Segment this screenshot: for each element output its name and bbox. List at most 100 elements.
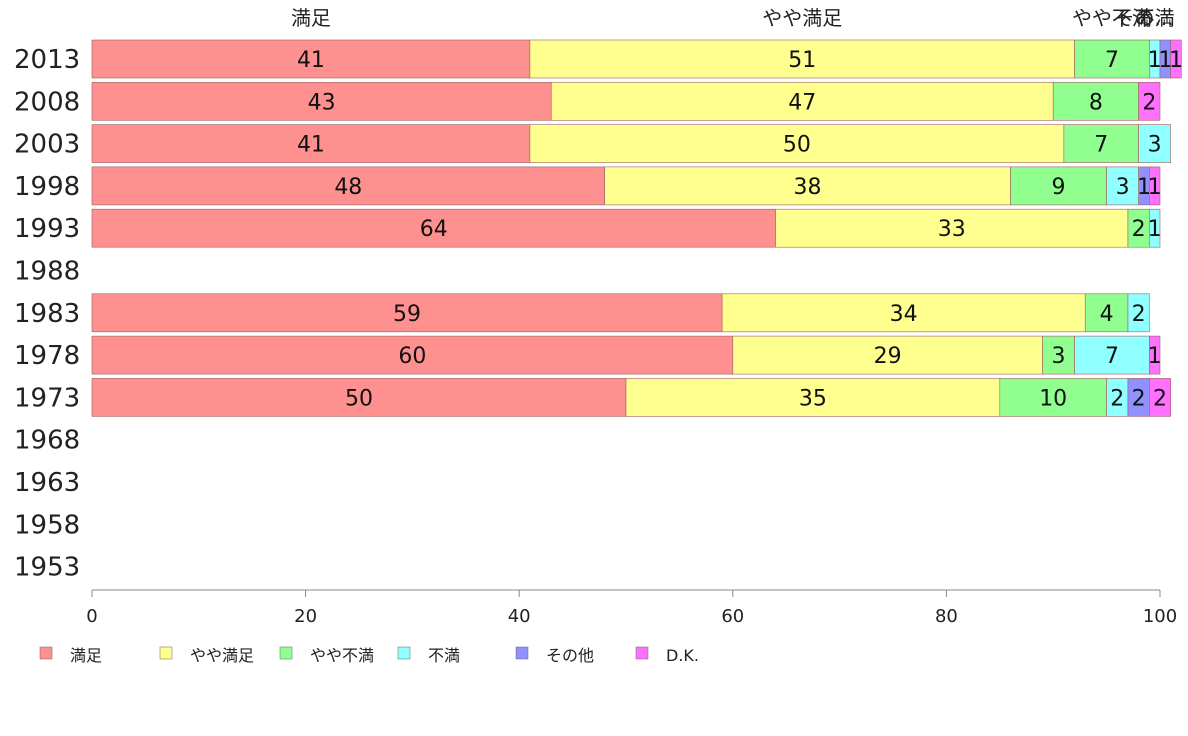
year-label-1998: 1998	[14, 172, 80, 202]
bar-value-label-1998-series-5: 1	[1148, 175, 1162, 200]
bar-value-label-1993-series-0: 64	[420, 217, 448, 242]
header-label-4: その...	[1114, 6, 1173, 30]
bar-value-label-1973-series-0: 50	[345, 386, 373, 411]
bar-2013-series-2	[1074, 39, 1150, 79]
legend-label-3: 不満	[428, 646, 460, 665]
bar-1998-series-1	[604, 166, 1011, 206]
bar-1998-series-3	[1106, 166, 1139, 206]
bar-2003-series-0	[91, 124, 531, 163]
bar-1983-series-2	[1084, 293, 1129, 333]
bar-value-label-1998-series-3: 3	[1116, 175, 1130, 200]
bar-1993-series-0	[91, 208, 776, 248]
legend-label-4: その他	[546, 646, 594, 665]
bar-value-label-2013-series-5: 1	[1169, 48, 1183, 73]
bar-value-label-1983-series-3: 2	[1132, 302, 1146, 327]
header-label-2: やや不満	[1072, 6, 1152, 30]
bar-value-label-1983-series-1: 34	[890, 302, 918, 327]
header-label-1: やや満足	[762, 6, 842, 30]
bar-value-label-1993-series-2: 2	[1132, 217, 1146, 242]
bar-value-label-2008-series-0: 43	[308, 90, 336, 115]
bar-value-label-1993-series-1: 33	[938, 217, 966, 242]
bar-1973-series-5	[1149, 378, 1171, 417]
bar-1973-series-2	[999, 378, 1107, 417]
bar-value-label-1978-series-1: 29	[874, 344, 902, 369]
bar-value-label-1973-series-2: 10	[1039, 386, 1067, 411]
bar-2003-series-3	[1138, 124, 1171, 163]
year-label-1978: 1978	[14, 341, 80, 371]
bar-value-label-2008-series-2: 8	[1089, 90, 1103, 115]
bar-2013-series-5	[1170, 39, 1182, 79]
bar-value-label-2003-series-2: 7	[1094, 133, 1108, 158]
year-label-1988: 1988	[14, 257, 80, 287]
header-label-0: 満足	[291, 6, 331, 30]
bar-1978-series-2	[1042, 335, 1075, 375]
year-label-1993: 1993	[14, 214, 80, 244]
year-label-2013: 2013	[14, 45, 80, 75]
year-label-1958: 1958	[14, 510, 80, 540]
year-label-1968: 1968	[14, 426, 80, 456]
bar-value-label-1973-series-3: 2	[1110, 386, 1124, 411]
bar-1993-series-3	[1149, 208, 1161, 248]
bar-1978-series-3	[1074, 335, 1150, 375]
bar-2008-series-5	[1138, 82, 1161, 121]
year-label-1953: 1953	[14, 553, 80, 583]
legend-swatch-5	[635, 646, 649, 660]
bar-value-label-1978-series-3: 7	[1105, 344, 1119, 369]
year-label-1983: 1983	[14, 299, 80, 329]
bar-value-label-1983-series-0: 59	[393, 302, 421, 327]
x-tick-label-20: 20	[294, 606, 317, 627]
legend-swatch-0	[39, 646, 53, 660]
x-tick-label-60: 60	[721, 606, 744, 627]
header-label-3: 不満	[1135, 6, 1175, 30]
bar-1973-series-1	[625, 378, 1001, 417]
bar-2013-series-1	[529, 39, 1075, 79]
bar-1998-series-2	[1010, 166, 1107, 206]
bar-2008-series-0	[91, 82, 552, 121]
legend-label-0: 満足	[70, 646, 102, 665]
bar-1973-series-0	[91, 378, 627, 417]
bar-value-label-1998-series-2: 9	[1052, 175, 1066, 200]
bar-value-label-2003-series-0: 41	[297, 133, 325, 158]
bar-value-label-2013-series-1: 51	[788, 48, 816, 73]
bar-value-label-1973-series-5: 2	[1153, 386, 1167, 411]
bar-2003-series-1	[529, 124, 1065, 163]
bar-value-label-2008-series-1: 47	[788, 90, 816, 115]
bar-1978-series-0	[91, 335, 734, 375]
x-tick-label-40: 40	[508, 606, 531, 627]
bar-1983-series-1	[721, 293, 1086, 333]
bar-value-label-1998-series-0: 48	[334, 175, 362, 200]
legend-swatch-2	[279, 646, 293, 660]
bar-value-label-2013-series-2: 7	[1105, 48, 1119, 73]
legend-label-1: やや満足	[190, 646, 254, 665]
bar-value-label-2003-series-3: 3	[1148, 133, 1162, 158]
year-label-1963: 1963	[14, 468, 80, 498]
year-label-2008: 2008	[14, 87, 80, 117]
bar-value-label-1973-series-4: 2	[1132, 386, 1146, 411]
x-tick-label-80: 80	[935, 606, 958, 627]
bar-value-label-2013-series-0: 41	[297, 48, 325, 73]
bar-2013-series-0	[91, 39, 531, 79]
bar-2008-series-1	[550, 82, 1054, 121]
bar-1978-series-5	[1149, 335, 1161, 375]
year-label-2003: 2003	[14, 130, 80, 160]
bar-value-label-1983-series-2: 4	[1100, 302, 1114, 327]
bar-value-label-2013-series-3: 1	[1148, 48, 1162, 73]
bar-value-label-1978-series-2: 3	[1052, 344, 1066, 369]
x-tick-label-100: 100	[1143, 606, 1177, 627]
legend-swatch-4	[515, 646, 529, 660]
bar-1993-series-1	[775, 208, 1129, 248]
x-tick-label-0: 0	[86, 606, 97, 627]
bar-value-label-1998-series-1: 38	[794, 175, 822, 200]
legend-label-2: やや不満	[310, 646, 374, 665]
bar-value-label-1998-series-4: 1	[1137, 175, 1151, 200]
bar-value-label-1978-series-5: 1	[1148, 344, 1162, 369]
bar-value-label-1978-series-0: 60	[398, 344, 426, 369]
legend-swatch-1	[159, 646, 173, 660]
bar-value-label-2008-series-5: 2	[1142, 90, 1156, 115]
bar-value-label-2013-series-4: 1	[1158, 48, 1172, 73]
bar-1978-series-1	[732, 335, 1043, 375]
legend-swatch-3	[397, 646, 411, 660]
bar-value-label-1973-series-1: 35	[799, 386, 827, 411]
bar-1983-series-3	[1127, 293, 1150, 333]
